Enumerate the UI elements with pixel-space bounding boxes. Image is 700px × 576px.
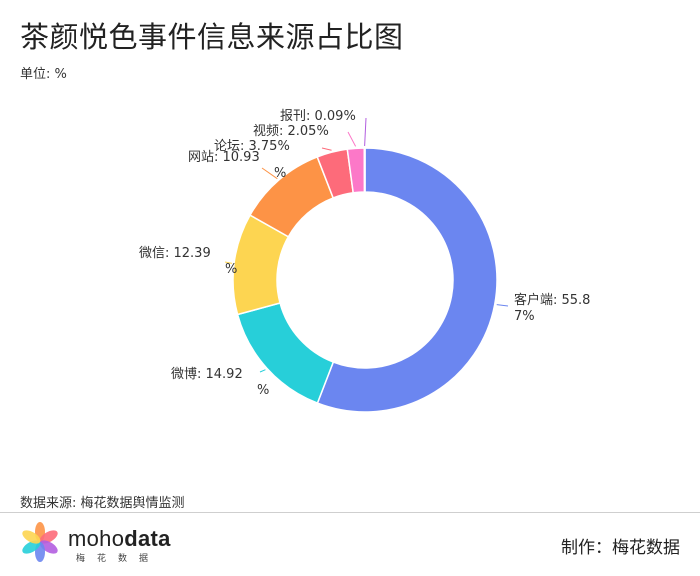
mohodata-logo-icon: [22, 522, 58, 562]
brand-name: mohodata: [68, 526, 171, 552]
slice-客户端[interactable]: [316, 147, 498, 413]
data-label-报刊: 报刊: 0.09%: [280, 109, 356, 124]
data-label-微博: 微博: 14.92%: [171, 367, 269, 398]
brand-name-bold: data: [124, 526, 171, 551]
brand-name-light: moho: [68, 526, 125, 551]
leader-line-视频: [347, 131, 357, 147]
slice-微博[interactable]: [236, 302, 335, 405]
data-label-视频: 视频: 2.05%: [253, 124, 329, 139]
data-source: 数据来源: 梅花数据舆情监测: [20, 496, 185, 511]
credit-text: 制作：梅花数据: [561, 538, 680, 558]
chart-title: 茶颜悦色事件信息来源占比图: [20, 20, 404, 54]
leader-line-论坛: [321, 147, 332, 151]
leader-line-报刊: [364, 117, 367, 147]
brand-subtitle: 梅花数据: [76, 554, 161, 564]
footer-divider: [0, 512, 700, 513]
data-label-客户端: 客户端: 55.8 7%: [514, 292, 590, 324]
slice-报刊[interactable]: [363, 147, 366, 193]
leader-line-网站: [261, 167, 278, 180]
leader-line-微信: [224, 261, 233, 264]
data-label-网站: 网站: 10.93%: [188, 150, 286, 181]
leader-line-微博: [259, 369, 266, 373]
data-label-微信: 微信: 12.39%: [139, 246, 237, 277]
data-label-论坛: 论坛: 3.75%: [214, 139, 290, 154]
leader-line-客户端: [496, 304, 509, 307]
unit-label: 单位: %: [20, 67, 67, 82]
